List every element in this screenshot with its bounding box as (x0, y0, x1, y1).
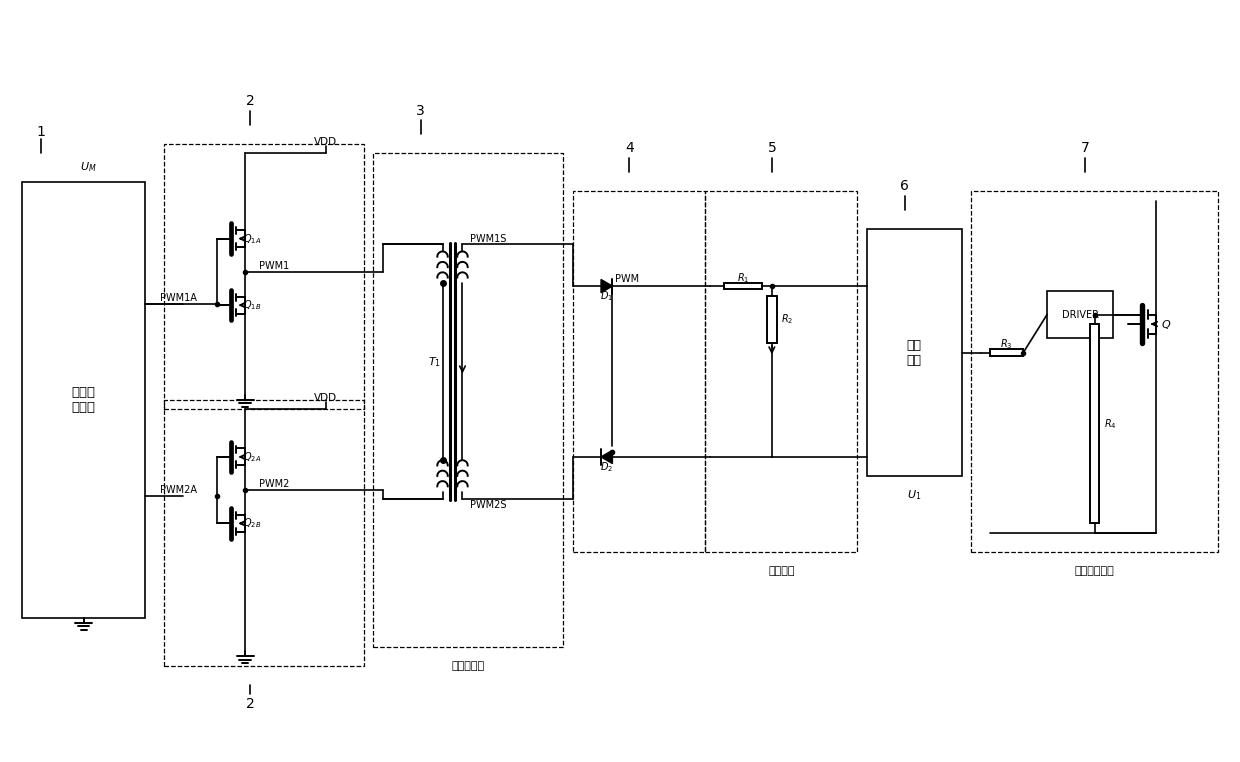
Text: 4: 4 (625, 142, 634, 155)
Text: 2: 2 (246, 94, 254, 108)
Text: $R_2$: $R_2$ (781, 312, 794, 326)
Bar (706, 191, 857, 552)
Text: 7: 7 (1080, 142, 1090, 155)
Text: 5: 5 (768, 142, 776, 155)
Bar (724, 283, 763, 290)
Text: PWM: PWM (615, 274, 640, 284)
Text: $Q$: $Q$ (1161, 318, 1172, 331)
Text: 驱动
芯片: 驱动 芯片 (906, 338, 921, 367)
Text: VDD: VDD (314, 137, 337, 147)
Text: PWM1: PWM1 (259, 261, 290, 271)
Text: PWM1S: PWM1S (470, 234, 506, 244)
Polygon shape (601, 450, 613, 463)
Text: PWM2A: PWM2A (160, 485, 197, 495)
Text: $U_1$: $U_1$ (906, 488, 921, 502)
Bar (990, 349, 1023, 356)
Bar (22, 181, 145, 618)
Text: 1: 1 (37, 126, 46, 139)
Text: PWM2: PWM2 (259, 479, 290, 489)
Text: $Q_{2A}$: $Q_{2A}$ (243, 450, 260, 464)
Text: $D_1$: $D_1$ (600, 290, 614, 303)
Bar (1090, 324, 1099, 523)
Text: $R_1$: $R_1$ (738, 271, 749, 285)
Bar (165, 400, 363, 666)
Polygon shape (601, 280, 613, 293)
Bar (573, 191, 706, 552)
Bar (971, 191, 1218, 552)
Text: $Q_{1B}$: $Q_{1B}$ (243, 298, 260, 312)
Bar (768, 296, 776, 343)
Text: 3: 3 (417, 104, 425, 117)
Text: $Q_{1A}$: $Q_{1A}$ (243, 232, 260, 245)
Text: 6: 6 (900, 179, 909, 194)
Text: DRIVER: DRIVER (1061, 309, 1099, 319)
Bar (373, 153, 563, 647)
Text: $U_M$: $U_M$ (81, 161, 97, 174)
Bar (867, 229, 962, 476)
Bar (165, 144, 363, 409)
Text: 数字控
制芯片: 数字控 制芯片 (72, 386, 95, 414)
Text: $Q_{2B}$: $Q_{2B}$ (243, 517, 260, 530)
Text: $R_4$: $R_4$ (1104, 417, 1117, 431)
Text: $T_1$: $T_1$ (429, 355, 441, 369)
Text: 分压电路: 分压电路 (768, 566, 795, 576)
Text: $D_2$: $D_2$ (600, 460, 614, 474)
Text: PWM2S: PWM2S (470, 500, 507, 510)
Text: VDD: VDD (314, 393, 337, 403)
Bar (1047, 291, 1114, 338)
Text: PWM1A: PWM1A (160, 293, 197, 303)
Text: $R_3$: $R_3$ (1001, 338, 1013, 351)
Text: 功率开关电路: 功率开关电路 (1075, 566, 1115, 576)
Text: 2: 2 (246, 696, 254, 711)
Text: 脉冲变压器: 脉冲变压器 (451, 661, 485, 671)
